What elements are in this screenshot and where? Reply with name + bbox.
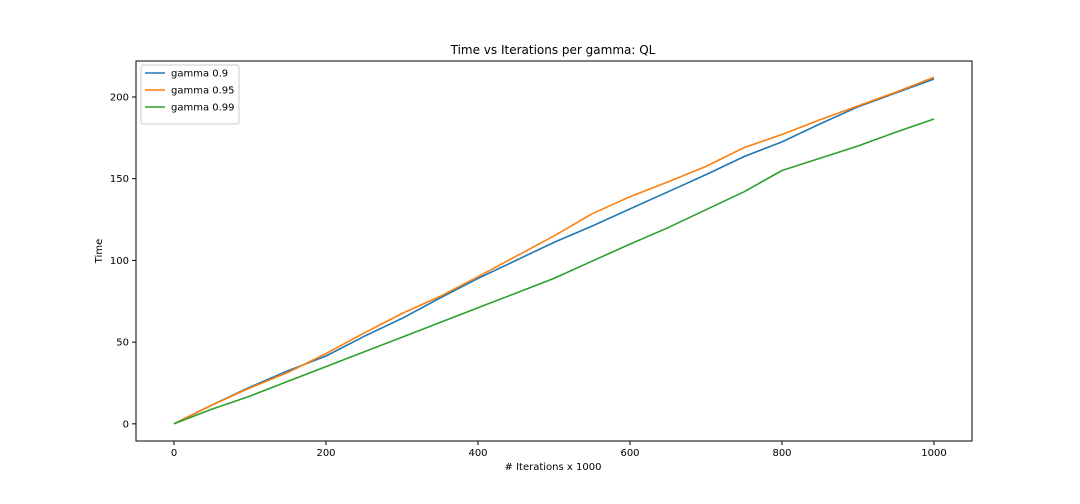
x-tick-label: 0 (171, 448, 177, 459)
x-tick-label: 600 (620, 448, 639, 459)
series-layer (173, 76, 935, 425)
legend-label: gamma 0.99 (171, 103, 235, 114)
x-tick-label: 400 (468, 448, 487, 459)
x-tick-label: 200 (316, 448, 335, 459)
legend-label: gamma 0.9 (171, 69, 228, 80)
chart-title: Time vs Iterations per gamma: QL (450, 43, 656, 57)
x-axis-label: # Iterations x 1000 (505, 462, 602, 473)
legend-box (140, 64, 240, 125)
y-tick-label: 50 (116, 338, 129, 349)
plot-frame (135, 60, 973, 442)
series-line-gamma-0-95 (173, 76, 935, 425)
series-line-gamma-0-99 (173, 118, 935, 425)
y-tick-label: 100 (110, 256, 129, 267)
legend: gamma 0.9 gamma 0.95 gamma 0.99 (140, 64, 240, 125)
x-tick-label: 1000 (921, 448, 946, 459)
y-tick-label: 200 (110, 92, 129, 103)
y-tick-label: 150 (110, 174, 129, 185)
y-axis-label: Time (94, 239, 105, 264)
y-tick-label: 0 (123, 419, 129, 430)
legend-label: gamma 0.95 (171, 86, 235, 97)
x-tick-label: 800 (772, 448, 791, 459)
tick-layer: 0 200 400 600 800 1000 0 50 100 150 200 (110, 92, 947, 459)
